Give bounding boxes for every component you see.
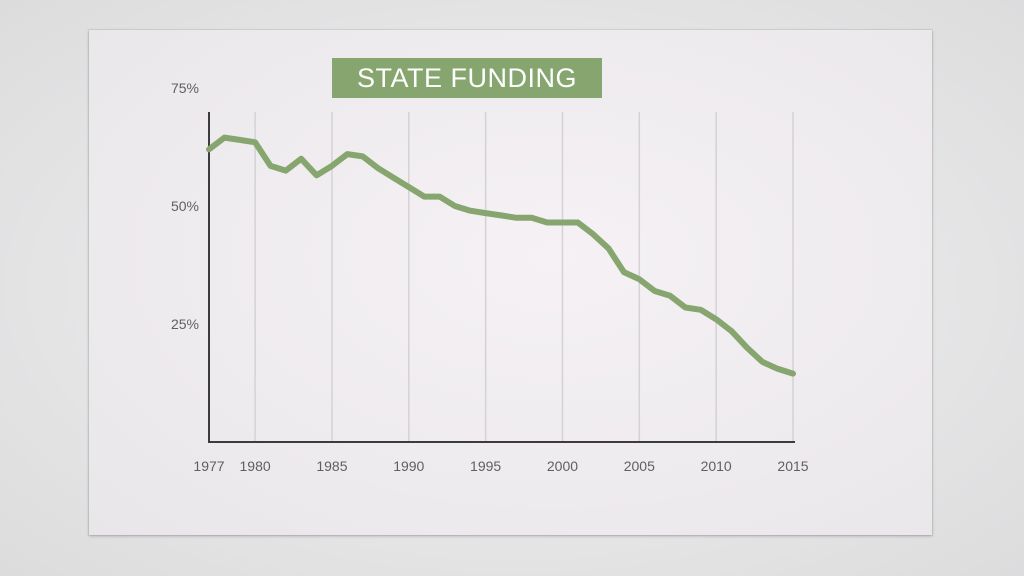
x-tick-label-1977: 1977 [193, 458, 224, 474]
x-tick-labels: 1977 1980 1985 1990 1995 2000 2005 2010 2015 [193, 458, 808, 474]
x-tick-label-2010: 2010 [701, 458, 732, 474]
x-tick-label-1980: 1980 [240, 458, 271, 474]
y-tick-label-50: 50% [171, 198, 199, 214]
y-tick-labels: 25% 50% 75% [171, 80, 199, 332]
x-tick-label-1990: 1990 [393, 458, 424, 474]
y-tick-label-25: 25% [171, 316, 199, 332]
chart-title-box: STATE FUNDING [332, 58, 602, 98]
x-tick-label-1995: 1995 [470, 458, 501, 474]
chart-title: STATE FUNDING [357, 62, 577, 93]
chart-card [89, 30, 932, 535]
y-tick-label-75: 75% [171, 80, 199, 96]
x-tick-label-2015: 2015 [777, 458, 808, 474]
axes [208, 112, 795, 443]
x-tick-label-1985: 1985 [316, 458, 347, 474]
x-tick-label-2000: 2000 [547, 458, 578, 474]
x-tick-label-2005: 2005 [624, 458, 655, 474]
series-line-0 [206, 134, 796, 377]
series-layer [206, 134, 796, 377]
